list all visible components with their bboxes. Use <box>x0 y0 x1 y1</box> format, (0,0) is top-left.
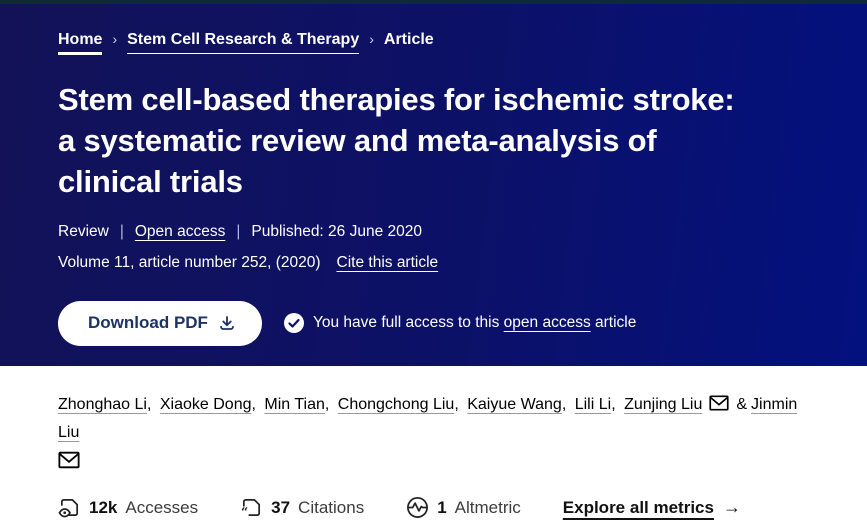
breadcrumb-journal-link[interactable]: Stem Cell Research & Therapy <box>127 31 360 54</box>
metric-value: 37 <box>271 497 291 517</box>
authors-list: Zhonghao Li, Xiaoke Dong, Min Tian, Chon… <box>58 392 809 445</box>
email-author-row <box>58 451 809 474</box>
breadcrumb: Home › Stem Cell Research & Therapy › Ar… <box>58 4 809 55</box>
check-circle-icon <box>283 313 304 334</box>
author-separator: , <box>611 396 616 413</box>
download-pdf-label: Download PDF <box>88 312 208 332</box>
meta-separator: | <box>236 222 241 240</box>
explore-all-metrics-label: Explore all metrics <box>562 497 714 517</box>
altmetric-pulse-icon <box>406 496 429 519</box>
published-date: Published: 26 June 2020 <box>251 222 422 240</box>
metric-altmetric: 1 Altmetric <box>406 496 521 519</box>
top-edge-strip <box>0 0 867 4</box>
article-title: Stem cell-based therapies for ischemic s… <box>58 82 735 200</box>
author-link[interactable]: Zhonghao Li <box>58 396 147 413</box>
access-note-open-access-link[interactable]: open access <box>503 314 591 332</box>
citations-document-quote-icon: “ <box>240 496 263 519</box>
access-note-before: You have full access to this <box>312 314 500 332</box>
svg-text:“: “ <box>241 504 248 519</box>
metric-accesses: 12k Accesses <box>58 496 198 519</box>
author-link[interactable]: Zunjing Liu <box>624 396 703 413</box>
breadcrumb-current: Article <box>383 31 434 48</box>
explore-all-metrics-link[interactable]: Explore all metrics → <box>563 497 741 518</box>
metric-value: 12k <box>89 497 118 517</box>
metric-label: Accesses <box>125 497 199 517</box>
ampersand: & <box>736 396 748 413</box>
download-pdf-button[interactable]: Download PDF <box>58 300 262 346</box>
right-arrow-icon: → <box>722 497 741 518</box>
breadcrumb-separator: › <box>369 31 374 47</box>
author-link[interactable]: Xiaoke Dong <box>159 396 252 413</box>
volume-line: Volume 11, article number 252, (2020) Ci… <box>58 254 809 272</box>
article-meta-line: Review | Open access | Published: 26 Jun… <box>58 223 809 241</box>
article-type-label: Review <box>58 222 109 240</box>
access-note: You have full access to this open access… <box>283 313 636 334</box>
author-separator: , <box>251 396 256 413</box>
author-link[interactable]: Min Tian <box>264 396 325 413</box>
breadcrumb-separator: › <box>112 31 118 47</box>
access-note-after: article <box>595 314 637 332</box>
author-link[interactable]: Kaiyue Wang <box>467 396 562 413</box>
article-header: Home › Stem Cell Research & Therapy › Ar… <box>0 0 867 366</box>
email-author-icon[interactable] <box>58 451 80 473</box>
cite-this-article-link[interactable]: Cite this article <box>336 253 439 271</box>
accesses-document-eye-icon <box>58 496 81 519</box>
download-icon <box>218 314 236 332</box>
author-link[interactable]: Jinmin Liu <box>58 396 798 441</box>
author-separator: , <box>324 396 330 413</box>
meta-separator: | <box>119 222 124 240</box>
author-separator: , <box>454 396 459 413</box>
author-link[interactable]: Lili Li <box>574 396 612 413</box>
open-access-link[interactable]: Open access <box>134 222 226 240</box>
volume-info: Volume 11, article number 252, (2020) <box>58 253 321 271</box>
metric-label: Altmetric <box>454 497 521 517</box>
breadcrumb-home-link[interactable]: Home <box>58 31 103 55</box>
metric-value: 1 <box>437 497 447 517</box>
cta-row: Download PDF You have full access to thi… <box>58 300 809 346</box>
author-link[interactable]: Chongchong Liu <box>337 396 455 413</box>
metrics-row: 12k Accesses “ 37 Citations <box>58 496 809 519</box>
metric-label: Citations <box>298 497 365 517</box>
email-author-icon[interactable] <box>709 394 729 420</box>
article-body-header: Zhonghao Li, Xiaoke Dong, Min Tian, Chon… <box>0 366 867 519</box>
access-note-text: You have full access to this open access… <box>313 314 636 332</box>
metric-citations: “ 37 Citations <box>240 496 365 520</box>
author-separator: , <box>561 396 567 413</box>
author-separator: , <box>146 396 152 413</box>
